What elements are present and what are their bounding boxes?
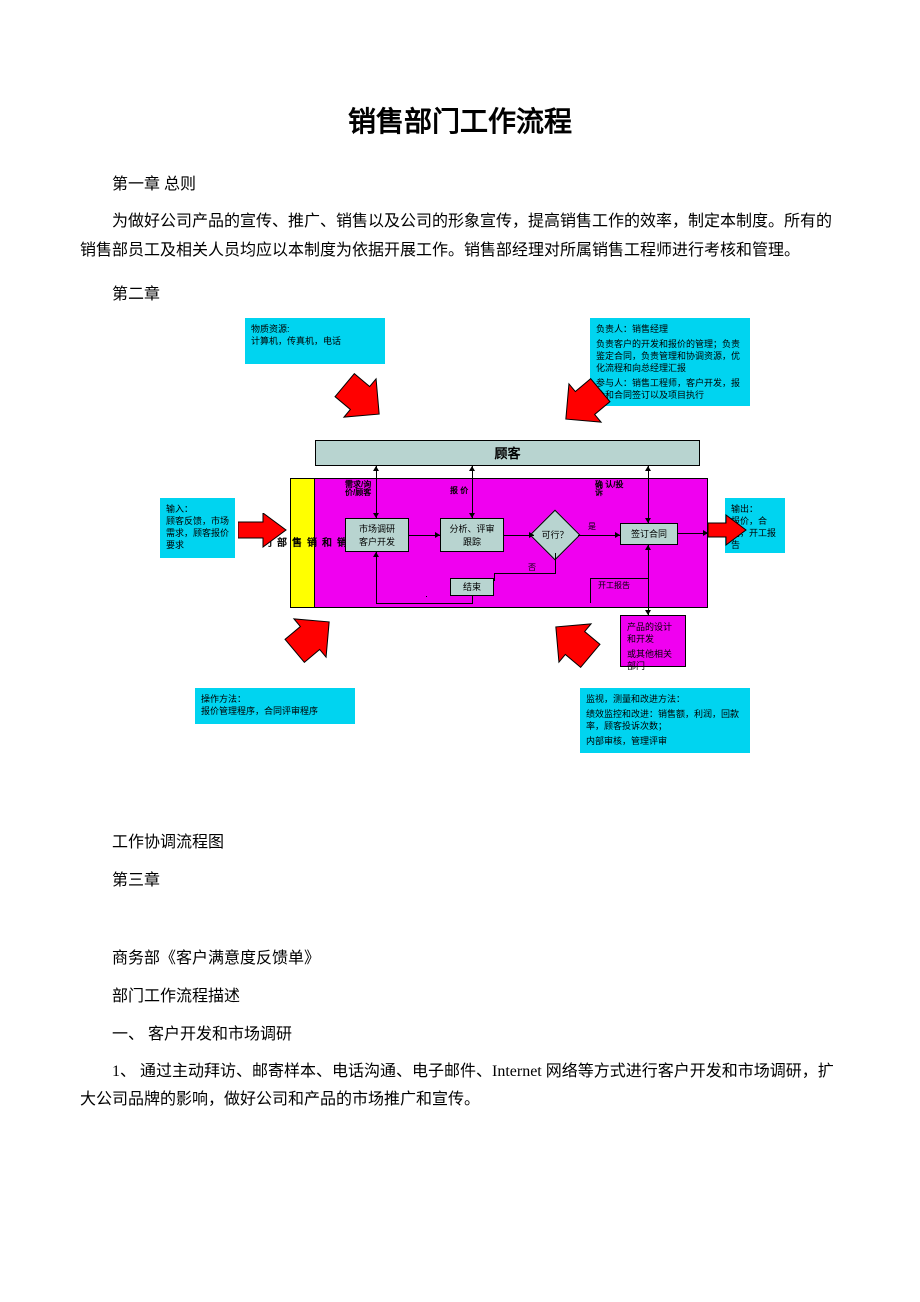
resource-box: 物质资源: 计算机，传真机，电话 xyxy=(245,318,385,364)
product-l1: 产品的设计和开发 xyxy=(627,621,679,645)
report-label: 开工报告 xyxy=(598,580,630,591)
resource-body: 计算机，传真机，电话 xyxy=(251,335,379,347)
yes-label: 是 xyxy=(588,521,596,532)
step-contract: 签订合同 xyxy=(620,523,678,545)
arrow-icon xyxy=(280,613,340,673)
step2-l1: 分析、评审 xyxy=(449,522,494,535)
monitor-l1: 监视，测量和改进方法： xyxy=(586,693,744,705)
step-end: 结束 xyxy=(450,578,494,596)
owner-line1: 负责人：销售经理 xyxy=(596,323,744,335)
input-body: 顾客反馈，市场需求，顾客报价要求 xyxy=(166,515,229,551)
diagram-caption: 工作协调流程图 xyxy=(80,828,840,852)
product-l2: 或其他相关部门 xyxy=(627,648,679,672)
arrow-icon xyxy=(708,513,748,549)
customer-label: 顾客 xyxy=(494,443,520,462)
intro-paragraph: 为做好公司产品的宣传、推广、销售以及公司的形象宣传，提高销售工作的效率，制定本制… xyxy=(80,208,840,266)
arrow-icon xyxy=(550,618,605,673)
page-title: 销售部门工作流程 xyxy=(80,100,840,140)
doc-reference: 商务部《客户满意度反馈单》 xyxy=(80,944,840,968)
owner-line2: 负责客户的开发和报价的管理；负责鉴定合同，负责管理和协调资源，优化流程和向总经理… xyxy=(596,338,744,374)
decision-label: 可行？ xyxy=(541,528,568,541)
sales-dept-box: 销和销售部门 xyxy=(290,478,315,608)
desc-title: 部门工作流程描述 xyxy=(80,982,840,1006)
workflow-diagram: 物质资源: 计算机，传真机，电话 负责人：销售经理 负责客户的开发和报价的管理；… xyxy=(150,318,770,798)
monitor-l3: 内部审核，管理评审 xyxy=(586,735,744,747)
chapter-3-heading: 第三章 xyxy=(80,866,840,890)
step2-l2: 跟踪 xyxy=(463,535,481,548)
decision-diamond: 可行？ xyxy=(530,518,580,552)
no-label: 否 xyxy=(528,562,536,573)
method-box: 操作方法： 报价管理程序，合同评审程序 xyxy=(195,688,355,724)
contract-label: 签订合同 xyxy=(631,527,667,540)
resource-title: 物质资源: xyxy=(251,323,379,335)
confirm-label: 确 认/投诉 xyxy=(595,481,623,499)
chapter-2-heading: 第二章 xyxy=(80,280,840,304)
chapter-1-heading: 第一章 总则 xyxy=(80,170,840,194)
input-box: 输入： 顾客反馈，市场需求，顾客报价要求 xyxy=(160,498,235,558)
item-1-text: 1、 通过主动拜访、邮寄样本、电话沟通、电子邮件、Internet 网络等方式进… xyxy=(80,1058,840,1116)
arrow-icon xyxy=(330,373,390,433)
customer-box: 顾客 xyxy=(315,440,700,466)
step1-l2: 客户开发 xyxy=(359,535,395,548)
method-title: 操作方法： xyxy=(201,693,349,705)
arrow-icon xyxy=(238,513,288,549)
owner-line3: 参与人：销售工程师，客户开发，报价和合同签订以及项目执行 xyxy=(596,377,744,401)
monitor-l2: 绩效监控和改进：销售额，利润，回款率，顾客投诉次数； xyxy=(586,708,744,732)
demand-label: 需求/询价/顾客 xyxy=(345,481,371,499)
input-title: 输入： xyxy=(166,503,229,515)
method-body: 报价管理程序，合同评审程序 xyxy=(201,705,349,717)
step1-l1: 市场调研 xyxy=(359,522,395,535)
step-market-research: 市场调研 客户开发 xyxy=(345,518,409,552)
arrow-icon xyxy=(560,378,615,433)
product-dev-box: 产品的设计和开发 或其他相关部门 xyxy=(620,615,686,667)
end-label: 结束 xyxy=(463,580,481,593)
section-1-heading: 一、 客户开发和市场调研 xyxy=(80,1020,840,1044)
quote-label: 报 价 xyxy=(450,485,468,496)
monitor-box: 监视，测量和改进方法： 绩效监控和改进：销售额，利润，回款率，顾客投诉次数； 内… xyxy=(580,688,750,753)
step-analysis: 分析、评审 跟踪 xyxy=(440,518,504,552)
